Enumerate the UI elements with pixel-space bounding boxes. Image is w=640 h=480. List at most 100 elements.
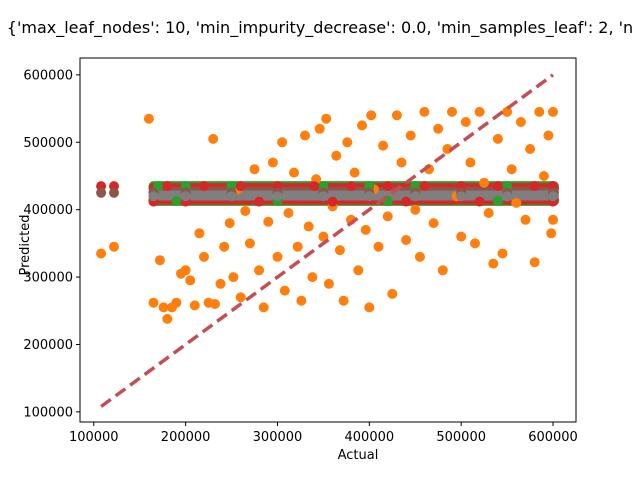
x-tick-label: 600000: [528, 430, 578, 445]
y-tick-label: 500000: [23, 136, 73, 151]
scatter-point: [360, 224, 371, 235]
scatter-point: [185, 275, 196, 286]
scatter-point: [382, 181, 393, 192]
scatter-point: [331, 150, 342, 161]
scatter-point: [171, 297, 182, 308]
scatter-point: [364, 302, 375, 313]
scatter-point: [254, 265, 265, 276]
scatter-point: [244, 238, 255, 249]
scatter-point: [263, 216, 274, 227]
scatter-point: [410, 204, 421, 215]
scatter-point: [267, 157, 278, 168]
scatter-point: [483, 208, 494, 218]
scatter-point: [162, 181, 173, 192]
scatter-point: [148, 191, 159, 202]
scatter-point: [235, 292, 246, 303]
scatter-point: [401, 235, 412, 245]
scatter-point: [515, 117, 526, 127]
scatter-point: [511, 197, 522, 208]
scatter-point: [254, 196, 265, 207]
scatter-point: [143, 113, 154, 124]
scatter-point: [364, 191, 375, 202]
plot-area: [96, 73, 559, 408]
scatter-point: [228, 272, 239, 283]
scatter-point: [428, 218, 439, 229]
scatter-point: [396, 157, 407, 168]
x-tick-label: 500000: [436, 430, 486, 445]
scatter-point: [548, 214, 558, 225]
x-axis-label: Actual: [338, 448, 379, 463]
scatter-point: [323, 278, 334, 289]
scatter-point: [357, 120, 367, 131]
scatter-point: [272, 251, 283, 262]
scatter-point: [148, 297, 159, 308]
scatter-point: [456, 231, 467, 242]
scatter-point: [410, 191, 421, 202]
scatter-point: [492, 181, 503, 192]
scatter-point: [309, 181, 320, 192]
scatter-point: [456, 191, 467, 202]
scatter-point: [378, 140, 389, 151]
scatter-point: [492, 195, 503, 206]
scatter-point: [296, 295, 307, 306]
scatter-point: [318, 191, 329, 202]
x-tick-label: 400000: [345, 430, 395, 445]
scatter-point: [342, 137, 353, 148]
scatter-point: [382, 211, 393, 222]
scatter-point: [529, 181, 540, 192]
scatter-point: [447, 106, 457, 117]
scatter-point: [314, 123, 325, 134]
scatter-point: [405, 130, 416, 141]
scatter-point: [96, 187, 107, 198]
scatter-point: [414, 251, 425, 262]
scatter-point: [208, 133, 219, 144]
scatter-point: [474, 196, 485, 207]
scatter-point: [224, 218, 235, 229]
y-tick-label: 200000: [23, 338, 73, 353]
scatter-point: [219, 241, 230, 252]
scatter-point: [109, 241, 119, 252]
scatter-point: [548, 191, 558, 202]
scatter-point: [171, 195, 182, 206]
chart-title: {'max_leaf_nodes': 10, 'min_impurity_dec…: [7, 18, 633, 38]
scatter-point: [162, 313, 173, 324]
scatter-point: [109, 187, 119, 198]
scatter-point: [470, 238, 480, 249]
y-tick-label: 400000: [23, 203, 73, 218]
scatter-point: [474, 106, 485, 117]
scatter-point: [373, 241, 384, 252]
scatter-point: [158, 302, 169, 313]
scatter-point: [349, 167, 360, 178]
scatter-point: [240, 206, 251, 216]
scatter-point: [272, 191, 283, 202]
scatter-point: [318, 231, 329, 242]
y-axis-label: Predicted: [18, 214, 33, 275]
x-tick-label: 300000: [253, 430, 303, 445]
x-tick-label: 200000: [161, 430, 211, 445]
scatter-point: [283, 208, 294, 218]
scatter-point: [546, 228, 557, 239]
scatter-point: [506, 164, 517, 175]
scatter-point: [543, 130, 554, 141]
y-axis-ticks: 100000 200000 300000 400000 500000 600000: [23, 68, 80, 420]
scatter-point: [502, 191, 513, 202]
scatter-point: [437, 265, 448, 276]
scatter-point: [346, 181, 356, 192]
scatter-point: [502, 106, 513, 117]
scatter-point: [387, 288, 398, 299]
scatter-point: [548, 106, 558, 117]
scatter-point: [488, 258, 499, 269]
scatter-point: [226, 191, 237, 202]
scatter-point: [433, 123, 444, 134]
scatter-point: [327, 196, 338, 207]
x-tick-label: 100000: [69, 430, 119, 445]
scatter-point: [303, 221, 314, 232]
scatter-point: [465, 157, 476, 168]
scatter-point: [154, 255, 165, 266]
scatter-point: [391, 110, 402, 121]
scatter-point: [419, 106, 430, 117]
scatter-point: [292, 241, 303, 252]
scatter-point: [366, 110, 377, 121]
scatter-point: [215, 278, 226, 289]
scatter-point: [258, 302, 269, 313]
